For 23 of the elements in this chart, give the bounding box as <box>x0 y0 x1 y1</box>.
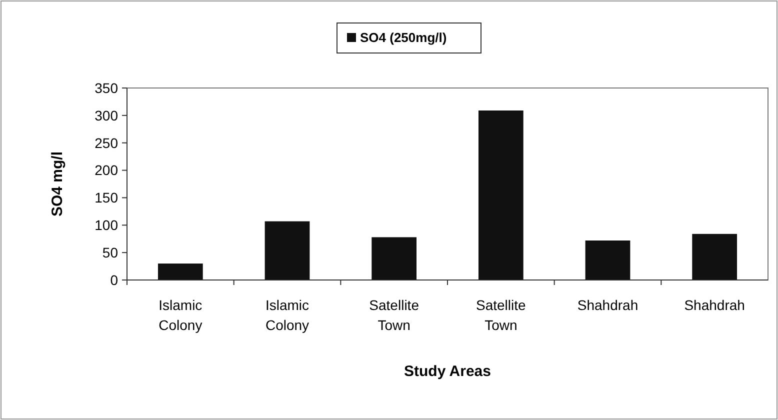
bar <box>264 221 310 280</box>
y-tick-label: 0 <box>110 272 118 288</box>
legend-label: SO4 (250mg/l) <box>360 30 447 45</box>
y-tick-label: 350 <box>94 80 118 96</box>
bar <box>585 240 630 280</box>
y-tick-label: 100 <box>94 217 118 234</box>
y-tick-label: 150 <box>94 190 118 206</box>
bar <box>158 264 203 280</box>
y-tick-label: 200 <box>94 162 118 178</box>
y-tick-label: 300 <box>94 107 118 124</box>
bar <box>692 234 738 280</box>
x-tick-label: Shahdrah <box>577 297 638 313</box>
x-axis-title: Study Areas <box>404 363 491 380</box>
x-tick-label: Islamic Colony <box>265 297 310 333</box>
bar <box>372 237 417 280</box>
y-tick-label: 50 <box>102 244 118 260</box>
bar <box>478 110 524 280</box>
x-tick-label: Islamic Colony <box>158 297 202 333</box>
x-tick-label: Satellite Town <box>369 297 420 333</box>
y-axis-title: SO4 mg/l <box>49 151 66 217</box>
y-tick-label: 250 <box>94 134 118 151</box>
x-tick-label: Satellite Town <box>476 297 526 333</box>
x-tick-label: Shahdrah <box>684 297 745 313</box>
